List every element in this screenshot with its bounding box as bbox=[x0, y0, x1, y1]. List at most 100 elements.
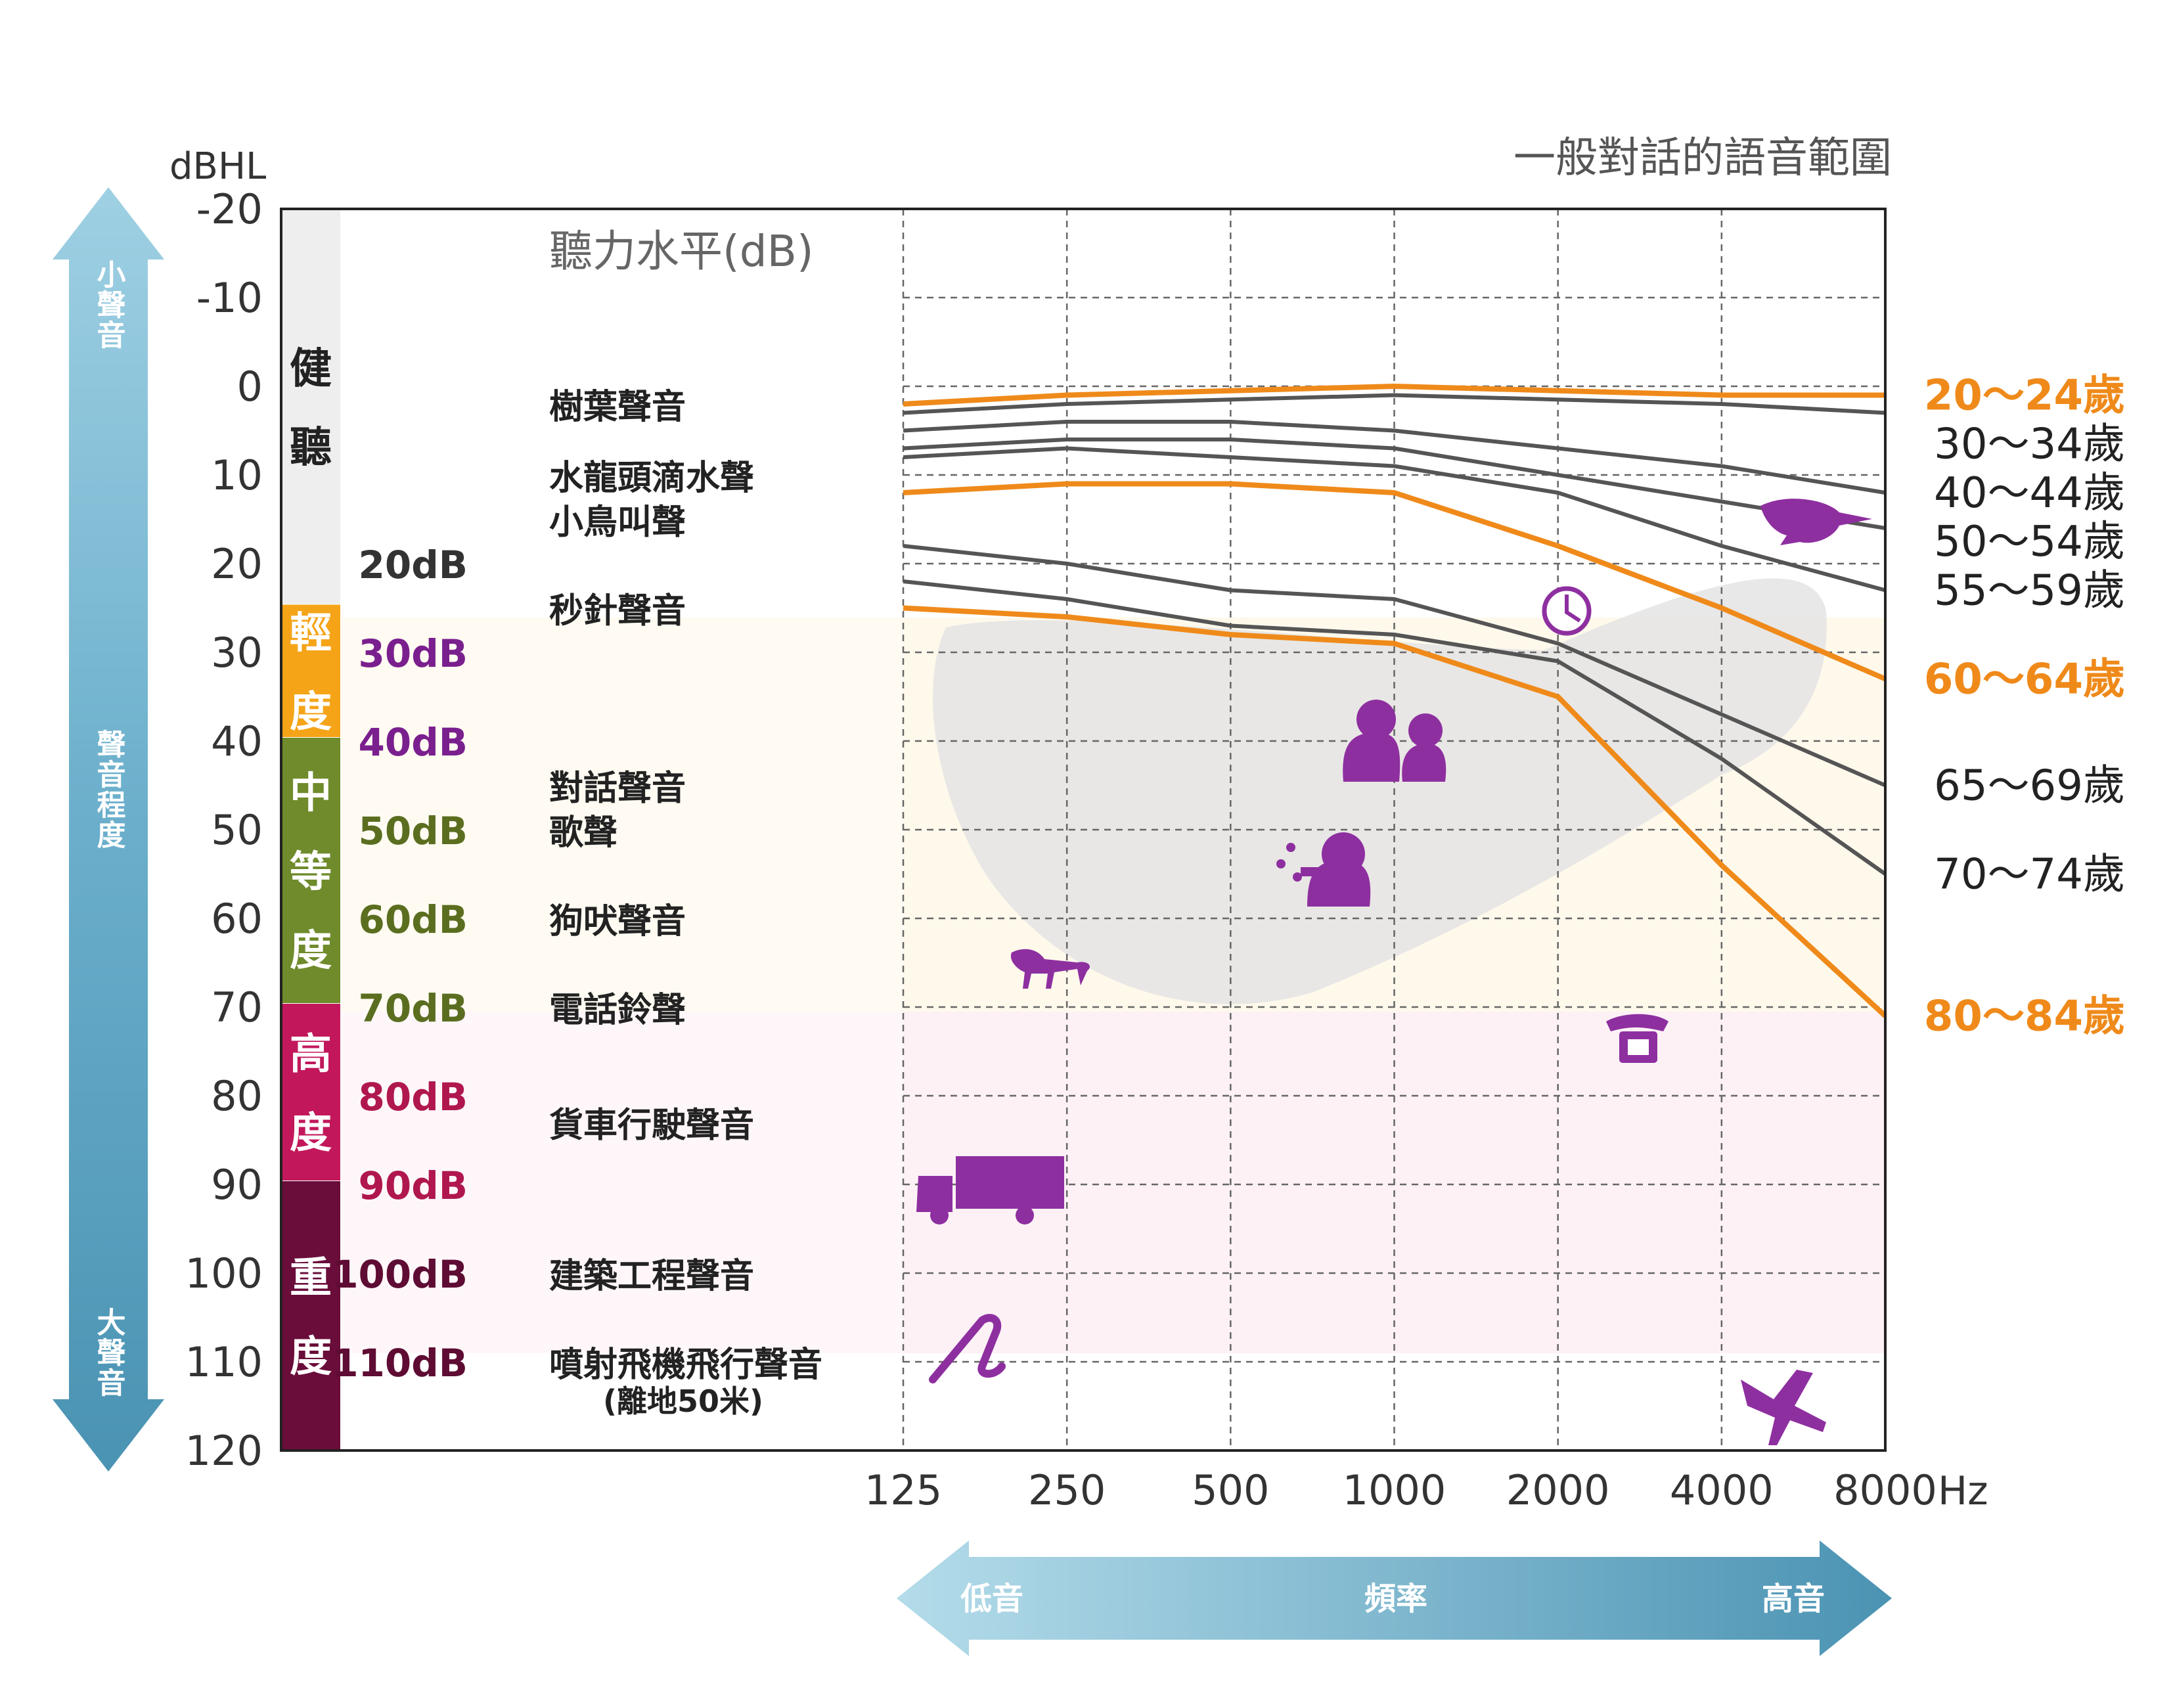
db-label: 90dB bbox=[359, 1163, 468, 1208]
y-tick-label: 70 bbox=[211, 983, 263, 1031]
x-tick-label: 500 bbox=[1192, 1466, 1269, 1514]
frequency-arrow-right-label: 高音 bbox=[1762, 1581, 1825, 1617]
y-tick-label: 0 bbox=[237, 363, 263, 411]
level-band bbox=[281, 604, 340, 737]
series-line bbox=[903, 438, 1886, 530]
level-band-char: 度 bbox=[290, 1333, 332, 1382]
series-label: 60〜64歲 bbox=[1924, 656, 2125, 704]
level-band bbox=[281, 1004, 340, 1180]
series-label: 65〜69歲 bbox=[1934, 762, 2125, 811]
db-label: 20dB bbox=[359, 543, 468, 587]
level-band-char: 度 bbox=[290, 688, 332, 736]
volume-arrow-bottom-label: 大聲音 bbox=[92, 1307, 126, 1398]
age-series bbox=[903, 384, 1887, 1018]
y-tick-label: 60 bbox=[211, 895, 263, 943]
series-label: 70〜74歲 bbox=[1934, 851, 2125, 899]
level-band-char: 聽 bbox=[290, 424, 332, 472]
series-label: 55〜59歲 bbox=[1934, 567, 2125, 616]
db-label: 110dB bbox=[332, 1341, 468, 1385]
series-line bbox=[903, 605, 1887, 1018]
series-line bbox=[903, 420, 1886, 495]
y-tick-label: 30 bbox=[211, 629, 263, 677]
sound-example-label: 樹葉聲音 bbox=[549, 388, 686, 427]
sound-example-label: 對話聲音 bbox=[549, 769, 686, 809]
y-tick-label: 50 bbox=[211, 806, 263, 854]
level-band-char: 重 bbox=[290, 1254, 332, 1303]
truck-icon bbox=[916, 1156, 1064, 1225]
db-label: 70dB bbox=[359, 986, 468, 1031]
sound-example-label: 小鳥叫聲 bbox=[549, 503, 686, 543]
level-band-char: 健 bbox=[290, 345, 332, 393]
sound-example-label: 水龍頭滴水聲 bbox=[549, 459, 754, 498]
series-label: 30〜34歲 bbox=[1934, 420, 2125, 469]
series-line bbox=[903, 393, 1886, 415]
sound-example-label: 狗吠聲音 bbox=[549, 902, 686, 941]
y-tick-label: 10 bbox=[211, 451, 263, 499]
volume-arrow-top-label: 小聲音 bbox=[92, 259, 126, 350]
sound-example-label: (離地50米) bbox=[603, 1383, 763, 1419]
level-band-char: 輕 bbox=[290, 609, 332, 658]
db-label: 40dB bbox=[359, 720, 468, 765]
x-tick-label: 250 bbox=[1028, 1466, 1106, 1514]
series-label: 40〜44歲 bbox=[1934, 469, 2125, 518]
singer-icon bbox=[1276, 832, 1371, 907]
plot-left-wash bbox=[342, 209, 903, 1450]
x-tick-label: 2000 bbox=[1506, 1466, 1610, 1514]
db-label: 60dB bbox=[359, 897, 468, 942]
y-tick-label: 100 bbox=[185, 1249, 263, 1297]
level-band-char: 度 bbox=[290, 1110, 332, 1158]
construction-icon bbox=[929, 1314, 1006, 1383]
dog-icon bbox=[1010, 949, 1090, 989]
y-tick-labels: -20 -10 0 10 20 30 40 50 60 70 80 90 100 110 120 bbox=[185, 185, 263, 1475]
bird-icon bbox=[1760, 499, 1872, 545]
y-tick-label: -10 bbox=[196, 274, 263, 322]
frequency-arrow: 低音 頻率 高音 bbox=[897, 1540, 1892, 1656]
clock-icon bbox=[1542, 586, 1592, 636]
sound-example-label: 噴射飛機飛行聲音 bbox=[549, 1345, 822, 1385]
y-axis-unit: dBHL bbox=[169, 145, 266, 188]
series-line bbox=[903, 481, 1887, 682]
db-labels: 20dB 30dB 40dB 50dB 60dB 70dB 80dB 90dB 100dB 110… bbox=[332, 543, 468, 1385]
x-tick-label: 125 bbox=[864, 1466, 942, 1514]
sound-example-label: 歌聲 bbox=[549, 813, 617, 853]
x-tick-label: 4000 bbox=[1670, 1466, 1774, 1514]
db-label: 80dB bbox=[359, 1075, 468, 1119]
chart-title: 一般對話的語音範圍 bbox=[1513, 134, 1892, 183]
level-band bbox=[281, 738, 340, 1003]
frequency-arrow-middle-label: 頻率 bbox=[1364, 1581, 1427, 1617]
airplane-icon bbox=[1741, 1370, 1826, 1445]
y-tick-label: 20 bbox=[211, 540, 263, 588]
db-label: 30dB bbox=[359, 631, 468, 676]
plot-grid bbox=[902, 208, 1887, 1452]
db-label: 50dB bbox=[359, 809, 468, 853]
x-tick-label: 8000 bbox=[1833, 1466, 1937, 1514]
volume-arrow-middle-label: 聲音程度 bbox=[92, 729, 126, 850]
series-line bbox=[903, 579, 1887, 876]
x-unit: Hz bbox=[1938, 1468, 1988, 1514]
series-line bbox=[903, 384, 1885, 407]
level-band-char: 高 bbox=[290, 1031, 332, 1079]
sound-example-label: 電話鈴聲 bbox=[549, 991, 686, 1030]
series-label: 20〜24歲 bbox=[1924, 372, 2125, 420]
plot-frame bbox=[280, 208, 1887, 1452]
y-tick-label: -20 bbox=[196, 185, 263, 233]
sound-example-label: 秒針聲音 bbox=[549, 592, 686, 631]
frequency-arrow-left-label: 低音 bbox=[960, 1581, 1023, 1617]
y-tick-label: 40 bbox=[211, 717, 263, 765]
level-band-char: 等 bbox=[290, 848, 332, 897]
level-band bbox=[281, 1181, 340, 1450]
sound-example-label: 貨車行駛聲音 bbox=[549, 1106, 754, 1146]
series-label: 80〜84歲 bbox=[1924, 993, 2125, 1041]
speech-banana-area bbox=[933, 578, 1827, 1004]
sound-examples: 樹葉聲音水龍頭滴水聲小鳥叫聲秒針聲音對話聲音歌聲狗吠聲音電話鈴聲貨車行駛聲音建築… bbox=[549, 388, 822, 1419]
y-tick-label: 120 bbox=[185, 1427, 263, 1475]
sound-example-label: 建築工程聲音 bbox=[549, 1257, 754, 1296]
telephone-icon bbox=[1606, 1014, 1669, 1063]
y-tick-label: 80 bbox=[211, 1072, 263, 1120]
severe-band-wash bbox=[342, 1012, 1885, 1353]
y-axis-note: 聽力水平(dB) bbox=[549, 226, 814, 277]
level-band bbox=[281, 209, 340, 604]
